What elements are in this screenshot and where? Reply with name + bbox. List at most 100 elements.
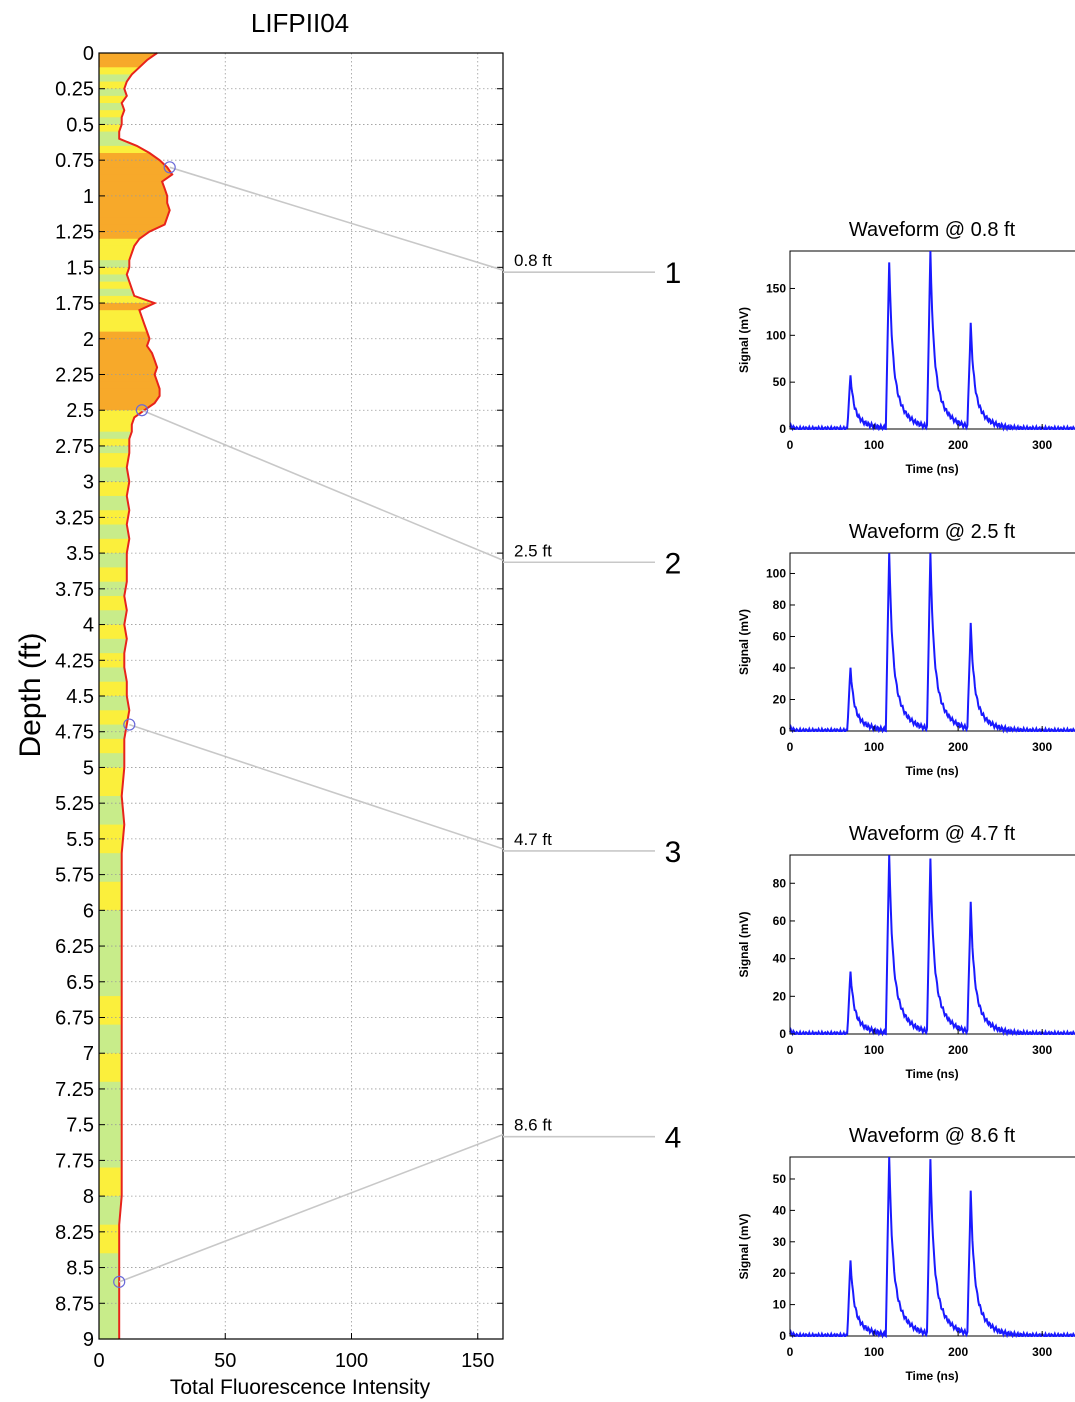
waveform-panel: Waveform @ 0.8 ft 0 50 100 150 0 100 200 300 Time…	[737, 219, 1075, 476]
fill-band	[99, 53, 158, 61]
fill-band	[99, 481, 130, 497]
fill-band	[99, 310, 142, 318]
y-tick-label: 8	[83, 1186, 94, 1208]
fill-band	[99, 510, 130, 526]
waveform-y-label: Signal (mV)	[737, 609, 751, 675]
waveform-y-tick-label: 20	[773, 692, 787, 706]
fill-band	[99, 681, 127, 697]
marker-index-label: 1	[665, 257, 682, 290]
fill-band	[99, 424, 132, 433]
fill-band	[99, 324, 147, 333]
y-tick-label: 0	[83, 43, 94, 65]
y-tick-label: 8.75	[55, 1293, 94, 1315]
fill-band	[99, 710, 130, 726]
fill-band	[99, 938, 122, 969]
waveform-x-tick-label: 200	[948, 438, 968, 452]
waveform-y-tick-label: 80	[773, 876, 787, 890]
fill-band	[99, 853, 122, 883]
y-tick-label: 4.5	[66, 686, 94, 708]
waveform-x-tick-label: 300	[1032, 1043, 1052, 1057]
fill-band	[99, 267, 130, 276]
waveform-x-tick-label: 0	[787, 1043, 794, 1057]
waveform-x-tick-label: 300	[1032, 1345, 1052, 1359]
y-tick-label: 0.75	[55, 150, 94, 172]
fill-band	[99, 345, 153, 354]
fill-band	[99, 381, 160, 390]
fill-band	[99, 996, 122, 1026]
y-tick-label: 2	[83, 329, 94, 351]
fill-band	[99, 524, 130, 540]
fill-band	[99, 195, 168, 204]
waveform-y-label: Signal (mV)	[737, 911, 751, 977]
main-x-label: Total Fluorescence Intensity	[170, 1376, 431, 1399]
fill-band	[99, 217, 168, 226]
fill-band	[99, 1024, 122, 1054]
fill-band	[99, 767, 125, 797]
fill-band	[99, 753, 125, 769]
y-tick-label: 6.5	[66, 972, 94, 994]
fill-band	[99, 174, 173, 183]
waveform-panel: Waveform @ 8.6 ft 0 10 20 30 40 50 0 100 200 300 Ti…	[737, 1125, 1075, 1383]
main-grid	[98, 52, 503, 1340]
fill-band	[99, 374, 158, 383]
waveform-x-tick-label: 200	[948, 740, 968, 754]
y-tick-label: 3	[83, 472, 94, 494]
fill-band	[99, 1253, 120, 1283]
waveform-line	[789, 552, 1075, 734]
y-tick-label: 7.25	[55, 1079, 94, 1101]
marker-index-label: 4	[665, 1122, 682, 1155]
waveform-x-tick-label: 100	[864, 438, 884, 452]
fill-band	[99, 88, 127, 97]
waveform-panel: Waveform @ 4.7 ft 0 20 40 60 80 0 100 200 300 Time…	[737, 823, 1075, 1081]
y-tick-label: 2.75	[55, 436, 94, 458]
fill-band	[99, 303, 155, 311]
leader-line	[118, 1133, 504, 1283]
fill-band	[99, 338, 150, 347]
fill-band	[99, 538, 130, 554]
y-tick-label: 5.5	[66, 829, 94, 851]
waveform-y-tick-label: 40	[773, 661, 787, 675]
y-tick-label: 8.25	[55, 1222, 94, 1244]
waveform-x-tick-label: 100	[864, 740, 884, 754]
y-tick-label: 6.75	[55, 1008, 94, 1030]
waveform-title: Waveform @ 8.6 ft	[849, 1125, 1016, 1147]
fill-band	[99, 95, 127, 104]
fill-band	[99, 131, 120, 140]
x-tick-label: 0	[93, 1350, 104, 1372]
main-y-label: Depth (ft)	[14, 632, 47, 757]
fill-band	[99, 245, 135, 254]
waveform-y-tick-label: 0	[779, 1329, 786, 1343]
fluorescence-curve	[118, 52, 174, 1339]
waveform-x-label: Time (ns)	[905, 1067, 958, 1081]
waveform-y-tick-label: 20	[773, 989, 787, 1003]
waveform-x-tick-label: 200	[948, 1043, 968, 1057]
waveform-y-tick-label: 80	[773, 598, 787, 612]
fill-band	[99, 188, 168, 197]
waveform-panel: Waveform @ 2.5 ft 0 20 40 60 80 100 0 100 200 300 T…	[737, 521, 1075, 778]
waveform-y-tick-label: 30	[773, 1235, 787, 1249]
fill-band	[99, 367, 158, 376]
y-tick-label: 6	[83, 900, 94, 922]
waveform-y-tick-label: 60	[773, 914, 787, 928]
waveform-y-label: Signal (mV)	[737, 307, 751, 373]
main-title: LIFPII04	[251, 8, 349, 38]
fill-band	[99, 60, 147, 68]
fill-band	[99, 410, 145, 418]
y-tick-label: 4.25	[55, 650, 94, 672]
y-tick-label: 0.5	[66, 114, 94, 136]
waveform-y-tick-label: 40	[773, 1203, 787, 1217]
fill-band	[99, 224, 165, 233]
waveform-x-label: Time (ns)	[905, 764, 958, 778]
waveform-y-tick-label: 50	[773, 1172, 787, 1186]
fill-band	[99, 453, 130, 468]
marker-depth-label: 8.6 ft	[514, 1116, 552, 1135]
waveform-x-tick-label: 0	[787, 438, 794, 452]
fill-band	[99, 595, 127, 611]
depth-marker	[123, 718, 136, 731]
y-tick-label: 6.25	[55, 936, 94, 958]
waveform-frame	[789, 854, 1075, 1035]
waveform-y-tick-label: 0	[779, 724, 786, 738]
marker-depth-label: 4.7 ft	[514, 830, 552, 849]
main-y-ticks: 0 0.25 0.5 0.75 1 1.25 1.5 1.75 2 2.25 2.5 2.75 3 3.2…	[55, 43, 503, 1351]
